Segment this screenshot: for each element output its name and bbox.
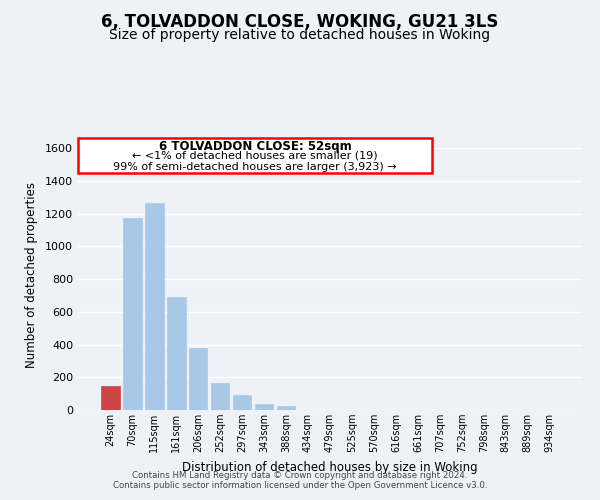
Bar: [233, 394, 251, 410]
Text: 6, TOLVADDON CLOSE, WOKING, GU21 3LS: 6, TOLVADDON CLOSE, WOKING, GU21 3LS: [101, 12, 499, 30]
Text: Size of property relative to detached houses in Woking: Size of property relative to detached ho…: [109, 28, 491, 42]
Bar: [189, 348, 208, 410]
Bar: [101, 386, 119, 410]
Bar: [123, 218, 142, 410]
Bar: [145, 204, 164, 410]
X-axis label: Distribution of detached houses by size in Woking: Distribution of detached houses by size …: [182, 460, 478, 473]
Bar: [211, 384, 229, 410]
Text: Contains HM Land Registry data © Crown copyright and database right 2024.
Contai: Contains HM Land Registry data © Crown c…: [113, 470, 487, 490]
Y-axis label: Number of detached properties: Number of detached properties: [25, 182, 38, 368]
Text: 99% of semi-detached houses are larger (3,923) →: 99% of semi-detached houses are larger (…: [113, 162, 397, 172]
Text: ← <1% of detached houses are smaller (19): ← <1% of detached houses are smaller (19…: [132, 151, 378, 161]
Bar: [167, 298, 185, 410]
Text: 6 TOLVADDON CLOSE: 52sqm: 6 TOLVADDON CLOSE: 52sqm: [158, 140, 352, 153]
Bar: [255, 404, 274, 410]
Bar: [277, 406, 295, 410]
